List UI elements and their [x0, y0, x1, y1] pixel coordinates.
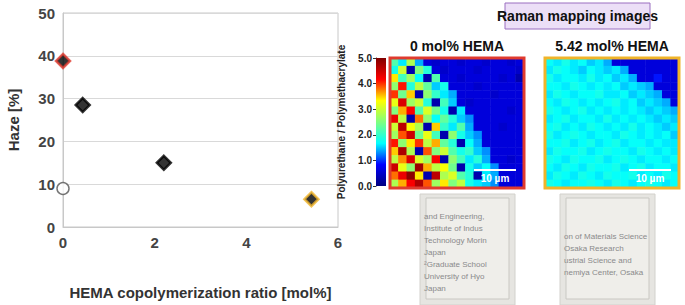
svg-text:0: 0	[47, 219, 55, 236]
svg-text:0: 0	[59, 234, 67, 251]
svg-text:University of Hyo: University of Hyo	[424, 272, 485, 281]
svg-text:30: 30	[38, 90, 55, 107]
svg-text:5.0: 5.0	[358, 53, 372, 64]
svg-text:Raman mapping images: Raman mapping images	[497, 8, 658, 24]
svg-text:Japan: Japan	[424, 248, 446, 257]
svg-text:20: 20	[38, 133, 55, 150]
svg-text:4: 4	[242, 234, 251, 251]
svg-text:ustrial Science and: ustrial Science and	[564, 256, 632, 265]
svg-text:50: 50	[38, 5, 55, 22]
svg-text:6: 6	[334, 234, 342, 251]
svg-text:Institute of Indus: Institute of Indus	[424, 224, 483, 233]
svg-text:0.0: 0.0	[358, 181, 372, 192]
svg-text:on of Materials Science: on of Materials Science	[564, 232, 648, 241]
svg-text:nemiya Center, Osaka: nemiya Center, Osaka	[564, 268, 644, 277]
svg-text:0 mol% HEMA: 0 mol% HEMA	[410, 38, 504, 54]
svg-text:Polyurethane / Polymethacrylat: Polyurethane / Polymethacrylate	[336, 44, 347, 199]
svg-text:10: 10	[38, 176, 55, 193]
svg-text:and Engineering,: and Engineering,	[424, 212, 485, 221]
svg-text:5.42 mol% HEMA: 5.42 mol% HEMA	[555, 38, 669, 54]
svg-text:3.0: 3.0	[358, 104, 372, 115]
svg-text:10 µm: 10 µm	[636, 173, 665, 184]
svg-text:Osaka Research: Osaka Research	[564, 244, 624, 253]
svg-text:2: 2	[150, 234, 158, 251]
svg-text:HEMA copolymerization ratio [m: HEMA copolymerization ratio [mol%]	[70, 284, 332, 301]
svg-text:4.0: 4.0	[358, 78, 372, 89]
svg-text:Technology Morin: Technology Morin	[424, 236, 487, 245]
svg-text:40: 40	[38, 47, 55, 64]
svg-text:Japan: Japan	[424, 284, 446, 293]
svg-text:2.0: 2.0	[358, 129, 372, 140]
svg-text:10 µm: 10 µm	[481, 173, 510, 184]
svg-text:1.0: 1.0	[358, 155, 372, 166]
svg-text:²Graduate School: ²Graduate School	[424, 260, 487, 269]
svg-text:Haze [%]: Haze [%]	[5, 89, 22, 152]
